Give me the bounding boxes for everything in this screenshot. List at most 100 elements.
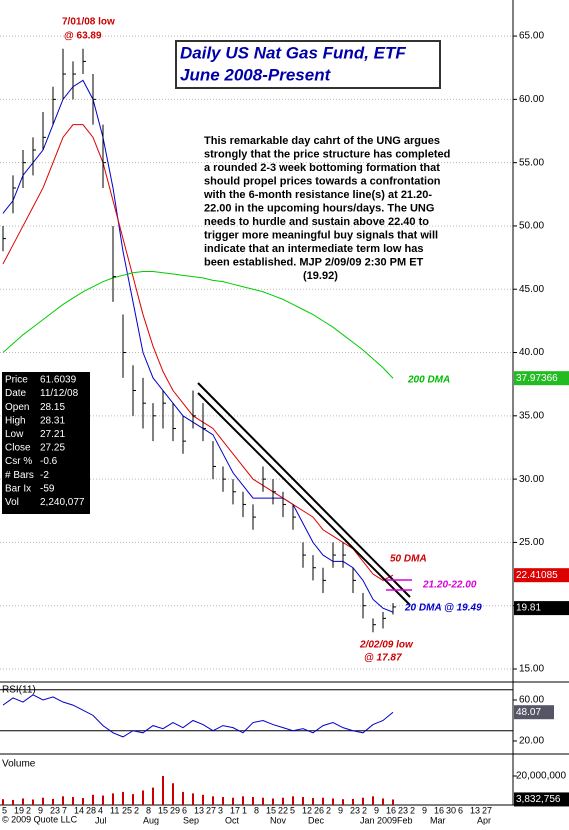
commentary-line: with the 6-month resistance line(s) at 2… — [203, 189, 432, 201]
value-box — [514, 601, 569, 616]
month-label: Jul — [95, 815, 107, 825]
volume-bar — [372, 796, 374, 805]
volume-bar — [382, 798, 384, 805]
value-box-label: 3,832,756 — [516, 794, 561, 805]
annotation: 200 DMA — [407, 375, 450, 386]
volume-bar — [392, 799, 394, 805]
x-tick-label: 8 — [146, 805, 151, 815]
annotation: 21.20-22.00 — [422, 580, 477, 591]
x-tick-label: 2 — [326, 805, 331, 815]
info-key: High — [5, 415, 26, 426]
value-box-label: 19.81 — [516, 603, 541, 614]
x-tick-label: 8 — [254, 805, 259, 815]
x-tick-label: 1 — [242, 805, 247, 815]
info-value: 2,240,077 — [40, 497, 85, 508]
x-tick-label: 9 — [374, 805, 379, 815]
x-tick-label: 4 — [98, 805, 103, 815]
month-label: Mar — [430, 815, 446, 825]
volume-bar — [62, 796, 64, 805]
info-key: Date — [5, 388, 27, 399]
annotation: 7/01/08 low — [62, 17, 115, 28]
y-tick-label: 55.00 — [519, 157, 544, 168]
x-tick-label: 9 — [38, 805, 43, 815]
commentary-line: needs to hurdle and sustain above 22.40 … — [204, 216, 429, 228]
commentary-line: should propel prices towards a confronta… — [204, 175, 441, 187]
volume-bar — [222, 797, 224, 805]
chart-subtitle: June 2008-Present — [180, 65, 332, 84]
y-tick-label: 40.00 — [519, 347, 544, 358]
annotation: 50 DMA — [390, 554, 427, 565]
y-tick-label: 30.00 — [519, 474, 544, 485]
y-tick-label: 15.00 — [519, 664, 544, 675]
commentary-line: indicate that an intermediate term low h… — [204, 243, 423, 255]
month-label: Feb — [397, 815, 413, 825]
volume-bar — [302, 797, 304, 805]
copyright: © 2009 Quote LLC — [2, 814, 78, 824]
x-tick-label: 23 — [350, 805, 360, 815]
x-tick-label: 14 — [74, 805, 84, 815]
volume-bar — [332, 798, 334, 805]
volume-bar — [72, 797, 74, 805]
x-tick-label: 2 — [410, 805, 415, 815]
x-tick-label: 15 — [158, 805, 168, 815]
value-box-label: 37.97366 — [516, 373, 558, 384]
x-tick-label: 29 — [170, 805, 180, 815]
volume-bar — [292, 796, 294, 805]
volume-bar — [212, 796, 214, 805]
x-tick-label: 9 — [338, 805, 343, 815]
value-box — [514, 371, 569, 386]
volume-bar — [362, 797, 364, 805]
volume-bar — [102, 795, 104, 805]
volume-bar — [342, 799, 344, 805]
month-label: Oct — [225, 815, 240, 825]
info-value: 27.25 — [40, 443, 65, 454]
volume-bar — [22, 798, 24, 805]
x-tick-label: 27 — [482, 805, 492, 815]
volume-bar — [132, 794, 134, 805]
x-tick-label: 19 — [14, 805, 24, 815]
y-tick-label: 60.00 — [519, 695, 544, 706]
volume-bar — [182, 791, 184, 805]
x-tick-label: 25 — [122, 805, 132, 815]
y-tick-label: 45.00 — [519, 284, 544, 295]
month-label: Jan 2009 — [360, 815, 397, 825]
title-box — [175, 40, 441, 89]
commentary-line: 22.00 in the upcoming hours/days. The UN… — [204, 202, 434, 214]
x-tick-label: 3 — [218, 805, 223, 815]
y-tick-label: 25.00 — [519, 537, 544, 548]
value-box — [514, 568, 569, 583]
volume-bar — [252, 797, 254, 805]
x-tick-label: 15 — [266, 805, 276, 815]
info-value: -0.6 — [40, 456, 58, 467]
info-key: Open — [5, 402, 29, 413]
volume-bar — [312, 798, 314, 805]
y-tick-label: 20,000,000 — [516, 771, 566, 782]
info-value: -59 — [40, 483, 55, 494]
info-value: 61.6039 — [40, 375, 77, 386]
moving-average — [2, 124, 394, 581]
annotation: @ 17.87 — [364, 653, 402, 664]
volume-bar — [272, 798, 274, 805]
annotation: 2/02/09 low — [359, 640, 414, 651]
volume-bar — [242, 796, 244, 805]
y-tick-label: 35.00 — [519, 410, 544, 421]
volume-bar — [112, 793, 114, 805]
info-value: 28.15 — [40, 402, 65, 413]
x-tick-label: 23 — [50, 805, 60, 815]
info-value: 27.21 — [40, 429, 65, 440]
info-value: -2 — [40, 470, 49, 481]
volume-bar — [192, 793, 194, 805]
volume-bar — [52, 798, 54, 805]
x-tick-label: 5 — [290, 805, 295, 815]
x-tick-label: 12 — [302, 805, 312, 815]
month-label: Nov — [270, 815, 287, 825]
volume-bar — [142, 790, 144, 805]
info-key: Low — [5, 429, 24, 440]
commentary-line: trigger more meaningful buy signals that… — [204, 229, 438, 241]
resistance-line — [197, 382, 411, 598]
info-key: # Bars — [5, 470, 34, 481]
annotation: @ 63.89 — [64, 31, 102, 42]
x-tick-label: 11 — [110, 805, 119, 815]
info-key: Csr % — [5, 456, 32, 467]
